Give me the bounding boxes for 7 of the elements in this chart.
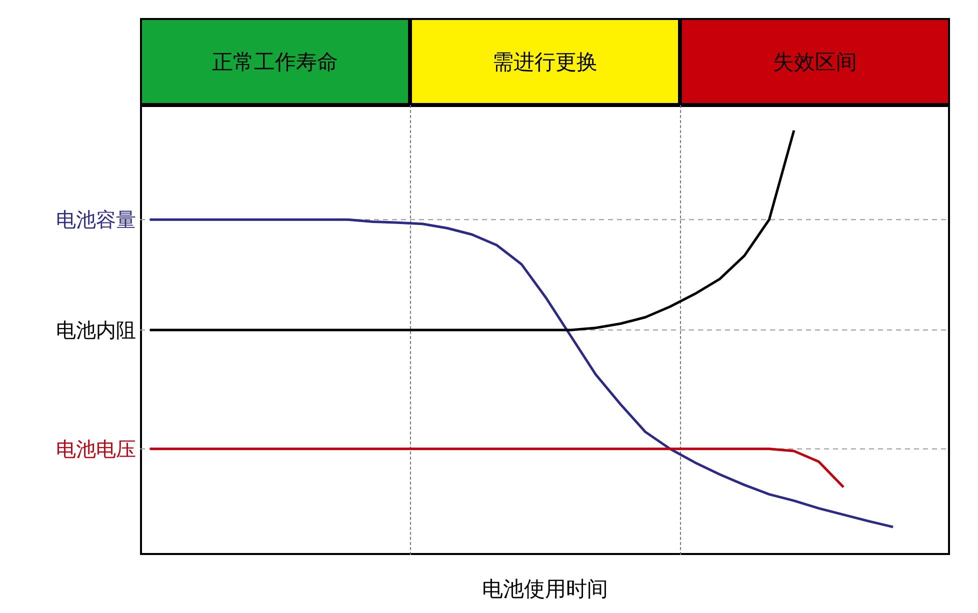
text: 正常工作寿命	[140, 18, 410, 105]
series-label: 电池内阻	[56, 318, 136, 342]
series-label: 电池容量	[56, 208, 136, 232]
x-axis-title: 电池使用时间	[482, 577, 608, 601]
series-label: 电池电压	[56, 436, 136, 461]
text: 失效区间	[680, 18, 950, 105]
text: 需进行更换	[410, 18, 680, 105]
